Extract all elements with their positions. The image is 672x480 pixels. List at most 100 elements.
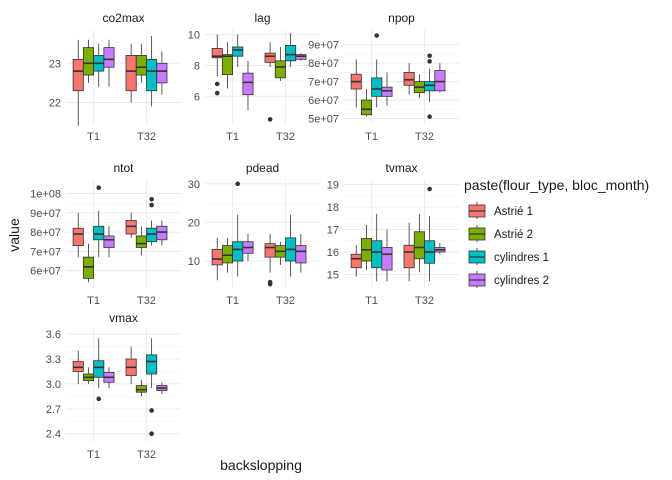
box-T1-cylindres 1	[232, 181, 244, 277]
x-tick-label: T1	[87, 295, 100, 307]
facet-title: tvmax	[385, 161, 417, 175]
box-iqr	[350, 253, 362, 269]
box-iqr	[72, 361, 84, 372]
box-T32-Astrié 1	[264, 234, 276, 287]
x-tick-label: T1	[365, 131, 378, 143]
y-tick-label: 2.4	[46, 429, 61, 441]
box-iqr	[371, 77, 383, 97]
box-T1-cylindres 1	[371, 213, 383, 282]
box-iqr	[146, 354, 158, 375]
box-T32-Astrié 2	[413, 213, 425, 273]
facet-panels: co2max 22 23 T1 T32 lag 6 8 10 T1 T32 npop 5e+07 6e+0…	[30, 11, 459, 461]
y-tick-label: 2.7	[46, 404, 61, 416]
legend-label: Astrié 2	[494, 229, 533, 241]
box-iqr	[146, 58, 158, 92]
box-iqr	[264, 52, 276, 63]
y-tick-label: 7e+07	[308, 77, 339, 89]
box-T32-Astrié 1	[125, 43, 137, 103]
box-iqr	[103, 235, 115, 248]
box-iqr	[103, 47, 115, 68]
box-T32-Astrié 1	[125, 346, 137, 384]
box-iqr	[211, 249, 223, 266]
box-iqr	[135, 385, 147, 393]
facet-panel-lag: lag 6 8 10 T1 T32	[188, 11, 320, 143]
box-T1-Astrié 1	[350, 59, 362, 108]
box-iqr	[381, 86, 393, 97]
box-T1-cylindres 2	[103, 39, 115, 87]
x-tick-label: T32	[137, 295, 156, 307]
facet-title: npop	[388, 11, 415, 25]
box-iqr	[156, 62, 168, 84]
box-iqr	[424, 81, 436, 92]
outlier-point	[235, 181, 241, 187]
y-tick-label: 9e+07	[30, 208, 61, 220]
box-T32-cylindres 1	[285, 214, 297, 277]
box-iqr	[434, 70, 446, 92]
legend-title: paste(flour_type, bloc_month)	[464, 177, 649, 193]
legend-label: Astrié 1	[494, 206, 533, 218]
box-iqr	[221, 54, 234, 76]
box-iqr	[135, 55, 147, 76]
box-T1-Astrié 2	[221, 237, 234, 273]
box-T1-Astrié 1	[72, 39, 84, 126]
box-T1-Astrié 1	[72, 350, 84, 384]
box-T1-Astrié 2	[82, 39, 94, 83]
x-tick-label: T32	[415, 295, 434, 307]
y-tick-label: 3.3	[46, 354, 61, 366]
box-T1-cylindres 1	[93, 185, 105, 258]
y-tick-label: 3.0	[46, 379, 61, 391]
facet-panel-co2max: co2max 22 23 T1 T32	[49, 11, 181, 143]
y-tick-label: 16	[327, 247, 339, 259]
y-tick-label: 30	[188, 179, 200, 191]
box-T1-Astrié 1	[211, 34, 223, 96]
box-T1-Astrié 1	[72, 212, 84, 258]
box-T32-cylindres 2	[295, 234, 307, 273]
box-T32-cylindres 2	[295, 53, 307, 61]
box-T1-cylindres 2	[242, 234, 254, 261]
outlier-point	[96, 396, 102, 402]
outlier-point	[427, 186, 432, 192]
box-T32-cylindres 2	[156, 220, 168, 246]
y-tick-label: 23	[49, 58, 61, 70]
box-iqr	[242, 72, 254, 96]
box-T32-Astrié 1	[264, 42, 276, 122]
y-tick-label: 22	[49, 97, 61, 109]
box-T1-cylindres 1	[232, 34, 244, 67]
facet-title: vmax	[109, 311, 138, 325]
facet-panel-vmax: vmax 2.4 2.7 3.0 3.3 3.6 T1 T32	[46, 311, 181, 461]
box-iqr	[221, 245, 234, 264]
y-tick-label: 20	[188, 217, 200, 229]
box-T32-Astrié 1	[403, 63, 415, 95]
facet-panel-tvmax: tvmax 15 16 17 18 19 T1 T32	[327, 161, 459, 307]
y-tick-label: 5e+07	[308, 113, 339, 125]
x-tick-label: T1	[226, 295, 239, 307]
box-T32-Astrié 2	[413, 74, 425, 99]
box-T1-cylindres 2	[242, 60, 254, 111]
outlier-point	[149, 202, 154, 208]
outlier-point	[149, 196, 154, 202]
legend-item: cylindres 2	[468, 271, 549, 288]
y-tick-label: 6e+07	[308, 95, 339, 107]
x-axis-title: backslopping	[220, 457, 302, 473]
facet-title: co2max	[102, 11, 144, 25]
box-iqr	[146, 227, 158, 243]
box-T32-cylindres 1	[146, 338, 158, 437]
outlier-point	[214, 90, 220, 96]
box-iqr	[274, 60, 286, 79]
box-iqr	[413, 231, 425, 260]
box-T32-cylindres 1	[424, 53, 436, 119]
box-T32-Astrié 1	[403, 222, 415, 282]
box-T1-Astrié 1	[211, 237, 223, 281]
facet-title: ntot	[113, 161, 134, 175]
outlier-point	[427, 114, 432, 119]
y-tick-label: 10	[188, 256, 200, 268]
box-iqr	[264, 243, 276, 258]
outlier-point	[427, 59, 432, 64]
box-iqr	[82, 47, 94, 76]
box-iqr	[295, 245, 307, 264]
x-tick-label: T1	[87, 131, 100, 143]
box-iqr	[125, 220, 137, 235]
box-T32-cylindres 1	[146, 35, 158, 107]
outlier-point	[267, 117, 273, 122]
